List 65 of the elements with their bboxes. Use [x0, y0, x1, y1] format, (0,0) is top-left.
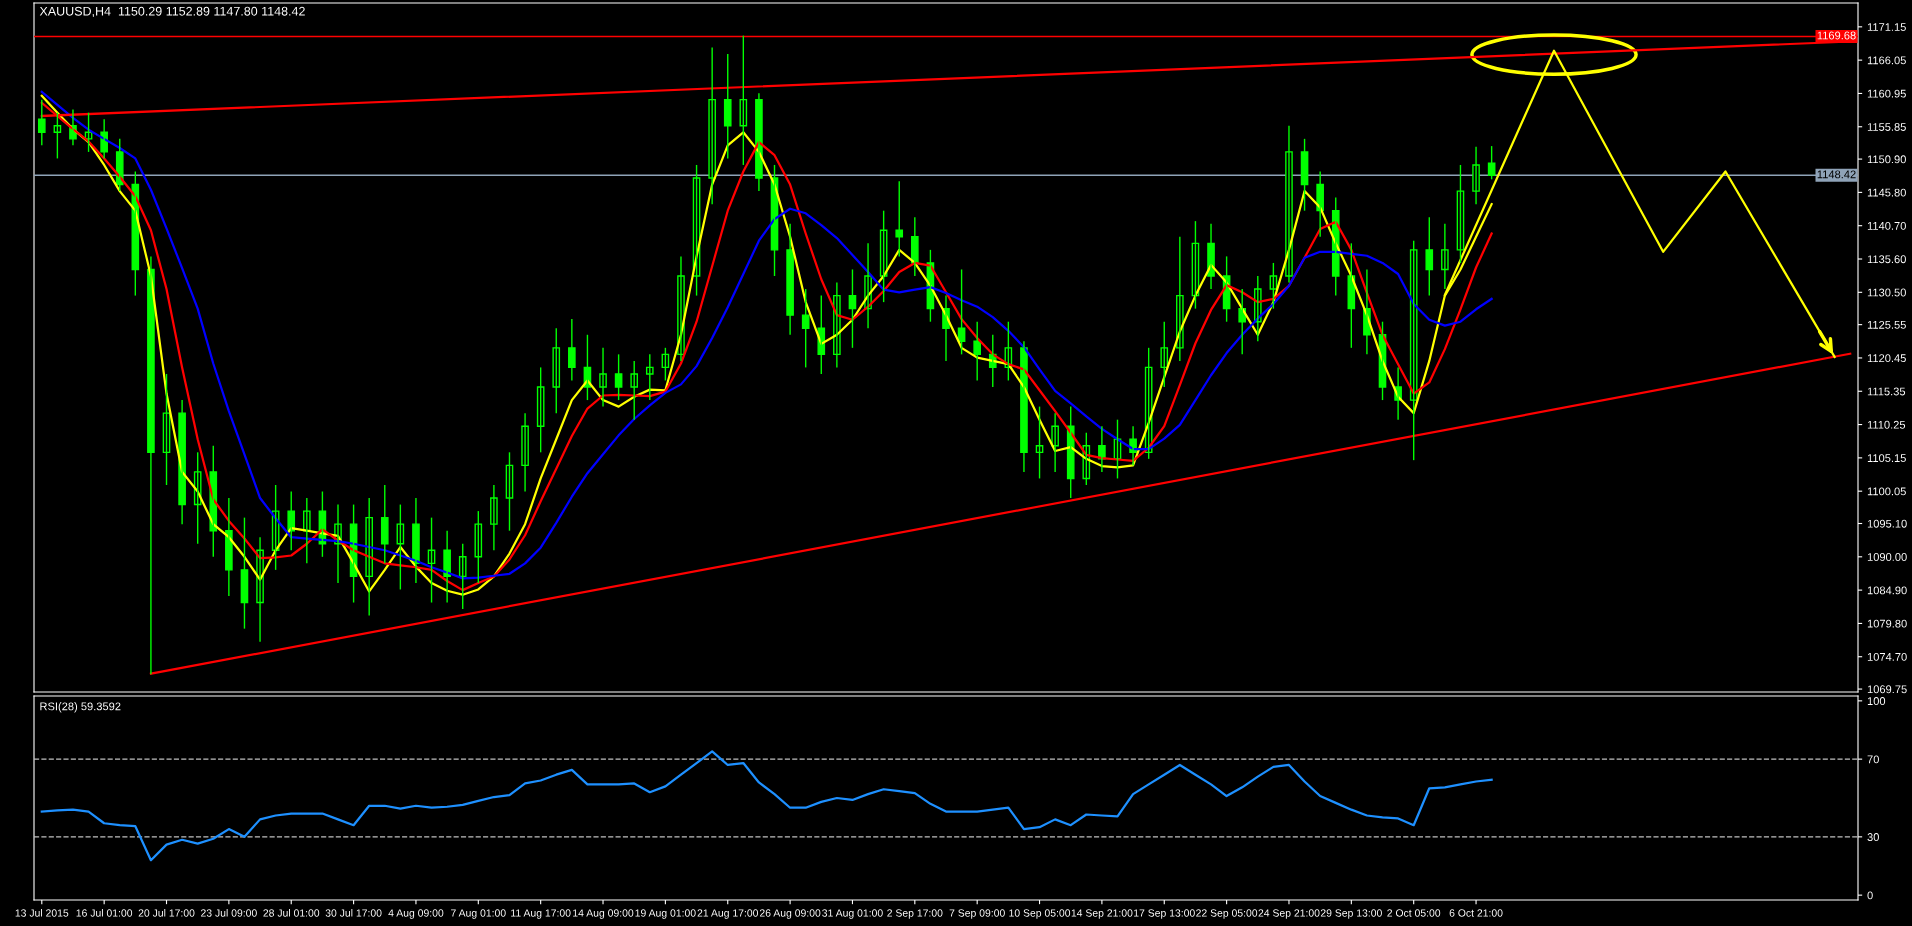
candlestick [474, 510, 483, 584]
x-tick-label: 2 Sep 17:00 [887, 909, 943, 919]
y-tick-label: 30 [1867, 833, 1879, 841]
y-tick-label: 1130.50 [1867, 288, 1906, 297]
y-tick-label: 1090.00 [1867, 553, 1907, 561]
candlestick [630, 360, 639, 421]
candlestick [37, 98, 46, 147]
y-tick-label: 1100.05 [1867, 487, 1906, 496]
candlestick [1160, 321, 1169, 388]
ref-line-label: 1169.68 [1817, 31, 1856, 40]
y-tick-label: 0 [1867, 891, 1873, 900]
x-tick-label: 14 Aug 09:00 [573, 909, 634, 919]
y-tick-label: 1120.45 [1867, 354, 1906, 363]
candlestick [380, 484, 389, 565]
x-tick-label: 7 Sep 09:00 [949, 909, 1005, 919]
x-tick-label: 20 Jul 17:00 [138, 909, 195, 917]
x-tick-label: 24 Sep 21:00 [1258, 909, 1320, 919]
y-tick-label: 1171.15 [1867, 23, 1906, 31]
y-tick-label: 1079.80 [1867, 619, 1907, 628]
line-series [40, 750, 1493, 862]
x-tick-label: 16 Jul 01:00 [76, 909, 133, 917]
x-tick-label: 21 Aug 17:00 [697, 909, 759, 919]
x-tick-label: 26 Aug 09:00 [759, 909, 821, 919]
y-tick-label: 1150.90 [1867, 155, 1906, 164]
candlestick [723, 53, 732, 160]
x-tick-label: 19 Aug 01:00 [635, 909, 696, 919]
y-tick-label: 1135.60 [1867, 255, 1906, 264]
candlestick [552, 327, 561, 414]
y-tick-label: 100 [1867, 697, 1886, 705]
y-tick-label: 1166.05 [1867, 56, 1906, 65]
x-tick-label: 7 Aug 01:00 [451, 909, 506, 919]
candlestick [1425, 216, 1434, 297]
x-tick-label: 2 Oct 05:00 [1387, 909, 1441, 917]
x-tick-label: 23 Jul 09:00 [201, 909, 257, 917]
x-tick-label: 6 Oct 21:00 [1449, 909, 1503, 917]
x-tick-label: 29 Sep 13:00 [1320, 909, 1382, 919]
y-tick-label: 1125.55 [1867, 320, 1906, 329]
y-tick-label: 1160.95 [1867, 89, 1906, 98]
y-tick-label: 70 [1867, 755, 1879, 764]
x-tick-label: 28 Jul 01:00 [263, 909, 320, 917]
y-tick-label: 1145.80 [1867, 188, 1906, 197]
y-tick-label: 1084.90 [1867, 586, 1907, 595]
x-tick-label: 13 Jul 2015 [15, 909, 69, 917]
y-tick-label: 1140.70 [1867, 221, 1906, 230]
text: RSI(28) 59.3592 [40, 702, 121, 713]
x-tick-label: 11 Aug 17:00 [511, 909, 571, 919]
x-tick-label: 4 Aug 09:00 [388, 909, 444, 919]
candlestick [645, 353, 654, 401]
ref-line-label: 1148.42 [1817, 170, 1856, 179]
chart-title: XAUUSD,H4 1150.29 1152.89 1147.80 1148.42 [39, 6, 305, 18]
y-tick-label: 1115.35 [1867, 387, 1906, 396]
y-tick-label: 1095.10 [1867, 519, 1907, 528]
y-tick-label: 1074.70 [1867, 653, 1907, 661]
y-tick-label: 1110.25 [1867, 420, 1906, 429]
x-tick-label: 14 Sep 21:00 [1071, 909, 1133, 919]
candlestick [801, 288, 810, 369]
x-tick-label: 31 Aug 01:00 [822, 909, 883, 919]
y-tick-label: 1155.85 [1867, 123, 1906, 131]
y-tick-label: 1105.15 [1867, 454, 1906, 463]
x-tick-label: 22 Sep 05:00 [1196, 909, 1258, 919]
x-tick-label: 10 Sep 05:00 [1009, 909, 1071, 919]
y-tick-label: 1069.75 [1867, 685, 1907, 694]
candlestick [458, 543, 467, 610]
x-tick-label: 30 Jul 17:00 [325, 909, 382, 917]
x-tick-label: 17 Sep 13:00 [1134, 909, 1195, 919]
